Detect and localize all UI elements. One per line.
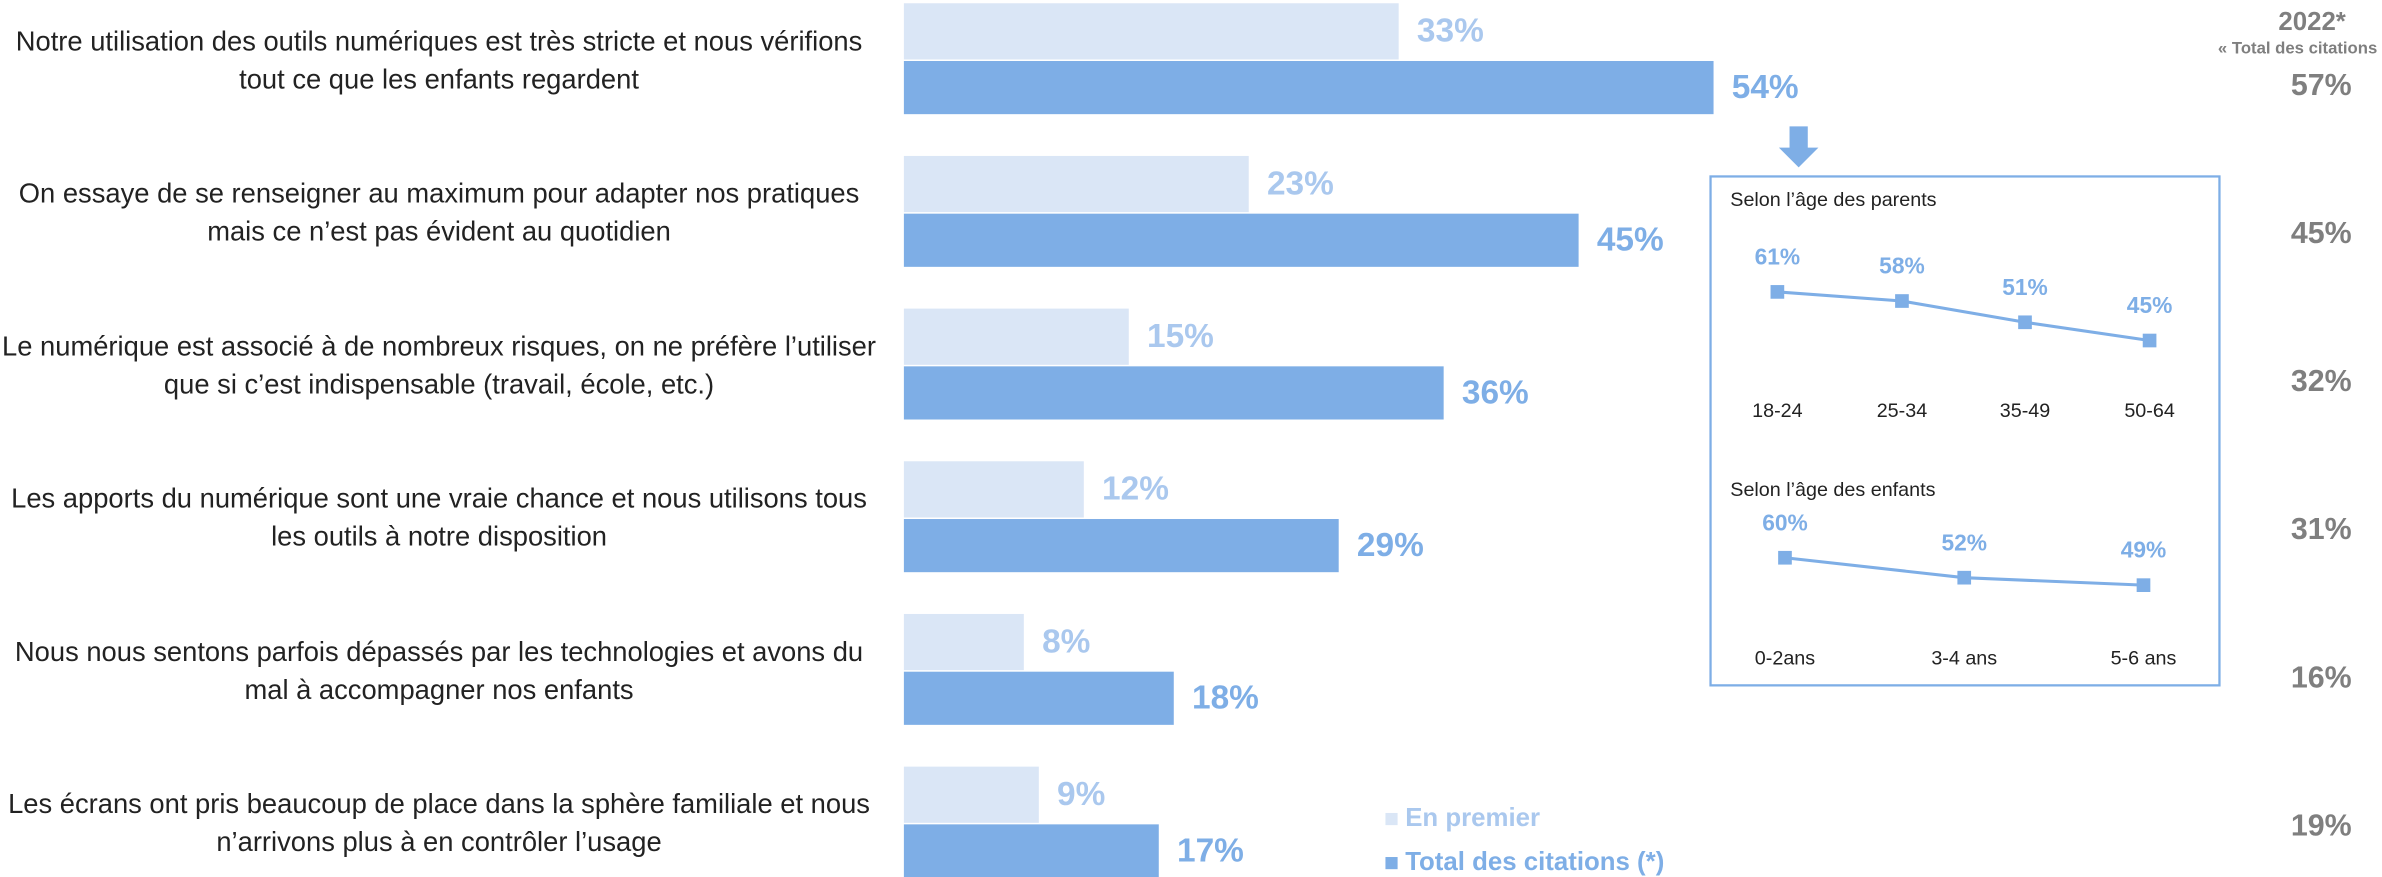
comparison-value: 45% [2291, 216, 2352, 250]
category-label-box: Notre utilisation des outils numériques … [15, 25, 863, 94]
line [1777, 290, 2150, 343]
value-label: 15% [1147, 318, 1214, 355]
point-label: 51% [2002, 274, 2048, 300]
point-label: 61% [1755, 243, 1801, 269]
bar [903, 519, 1339, 573]
category-label-box: Nous nous sentons parfois dépassés par l… [14, 635, 864, 705]
category-label: On essaye de se renseigner au maximum po… [18, 177, 860, 247]
comparison-value: 16% [2291, 660, 2352, 694]
bar [903, 366, 1444, 420]
value-label: 9% [1057, 776, 1105, 813]
point [1778, 550, 1792, 565]
category-label-box: Le numérique est associé à de nombreux r… [2, 330, 877, 400]
value-label: 17% [1177, 832, 1244, 869]
category-label: Nous nous sentons parfois dépassés par l… [14, 635, 864, 705]
category-label-box: On essaye de se renseigner au maximum po… [18, 177, 860, 247]
x-tick-label: 3-4 ans [1931, 648, 1997, 670]
category-label: Les apports du numérique sont une vraie … [11, 483, 867, 552]
point [2142, 333, 2157, 348]
value-label: 8% [1042, 623, 1090, 660]
bar [903, 824, 1159, 877]
bar [903, 155, 1249, 213]
x-tick-label: 18-24 [1752, 400, 1802, 422]
category-label: Le numérique est associé à de nombreux r… [2, 330, 877, 400]
point [1770, 285, 1785, 299]
category-label: Les écrans ont pris beaucoup de place da… [8, 788, 870, 858]
comparison-value: 31% [2291, 512, 2352, 546]
point [2136, 578, 2151, 592]
x-tick-label: 5-6 ans [2111, 648, 2177, 670]
value-label: 29% [1357, 527, 1424, 564]
point [1895, 294, 1909, 308]
comparison-subtitle: « Total des citations [2218, 38, 2377, 57]
inset-title: Selon l’âge des parents [1730, 189, 1936, 211]
comparison-value: 57% [2291, 68, 2352, 102]
inset-frame [1709, 175, 2221, 687]
x-tick-label: 25-34 [1877, 400, 1927, 422]
bar [903, 766, 1039, 823]
point-label: 52% [1941, 529, 1987, 555]
bar [903, 613, 1024, 671]
legend-swatch [1385, 812, 1398, 826]
bar [903, 3, 1399, 60]
bar [903, 461, 1084, 518]
value-label: 12% [1102, 471, 1169, 508]
x-tick-label: 50-64 [2124, 400, 2174, 422]
value-label: 23% [1267, 165, 1334, 202]
point-label: 45% [2127, 292, 2173, 318]
bar [903, 671, 1174, 725]
arrow [1778, 126, 1819, 168]
bar [903, 213, 1579, 267]
legend-label: Total des citations (*) [1405, 848, 1664, 876]
inset-title: Selon l’âge des enfants [1730, 479, 1935, 501]
comparison-value: 32% [2291, 364, 2352, 398]
point [1957, 570, 1972, 585]
value-label: 18% [1192, 680, 1259, 717]
bar [903, 60, 1714, 115]
legend-label: En premier [1405, 804, 1540, 832]
comparison-value: 19% [2291, 808, 2352, 842]
category-label: Notre utilisation des outils numériques … [15, 25, 863, 94]
value-label: 33% [1417, 13, 1484, 50]
comparison-title: 2022* [2278, 8, 2346, 36]
bar [903, 308, 1129, 365]
value-label: 45% [1597, 222, 1664, 259]
point-label: 58% [1879, 253, 1925, 279]
value-label: 36% [1462, 374, 1529, 411]
category-label-box: Les apports du numérique sont une vraie … [11, 483, 867, 552]
category-label-box: Les écrans ont pris beaucoup de place da… [8, 788, 870, 858]
x-tick-label: 0-2ans [1755, 648, 1815, 670]
point [2018, 315, 2032, 330]
point-label: 60% [1762, 509, 1808, 535]
point-label: 49% [2121, 537, 2167, 563]
value-label: 54% [1732, 69, 1799, 106]
x-tick-label: 35-49 [2000, 400, 2050, 422]
legend-swatch [1385, 857, 1398, 870]
